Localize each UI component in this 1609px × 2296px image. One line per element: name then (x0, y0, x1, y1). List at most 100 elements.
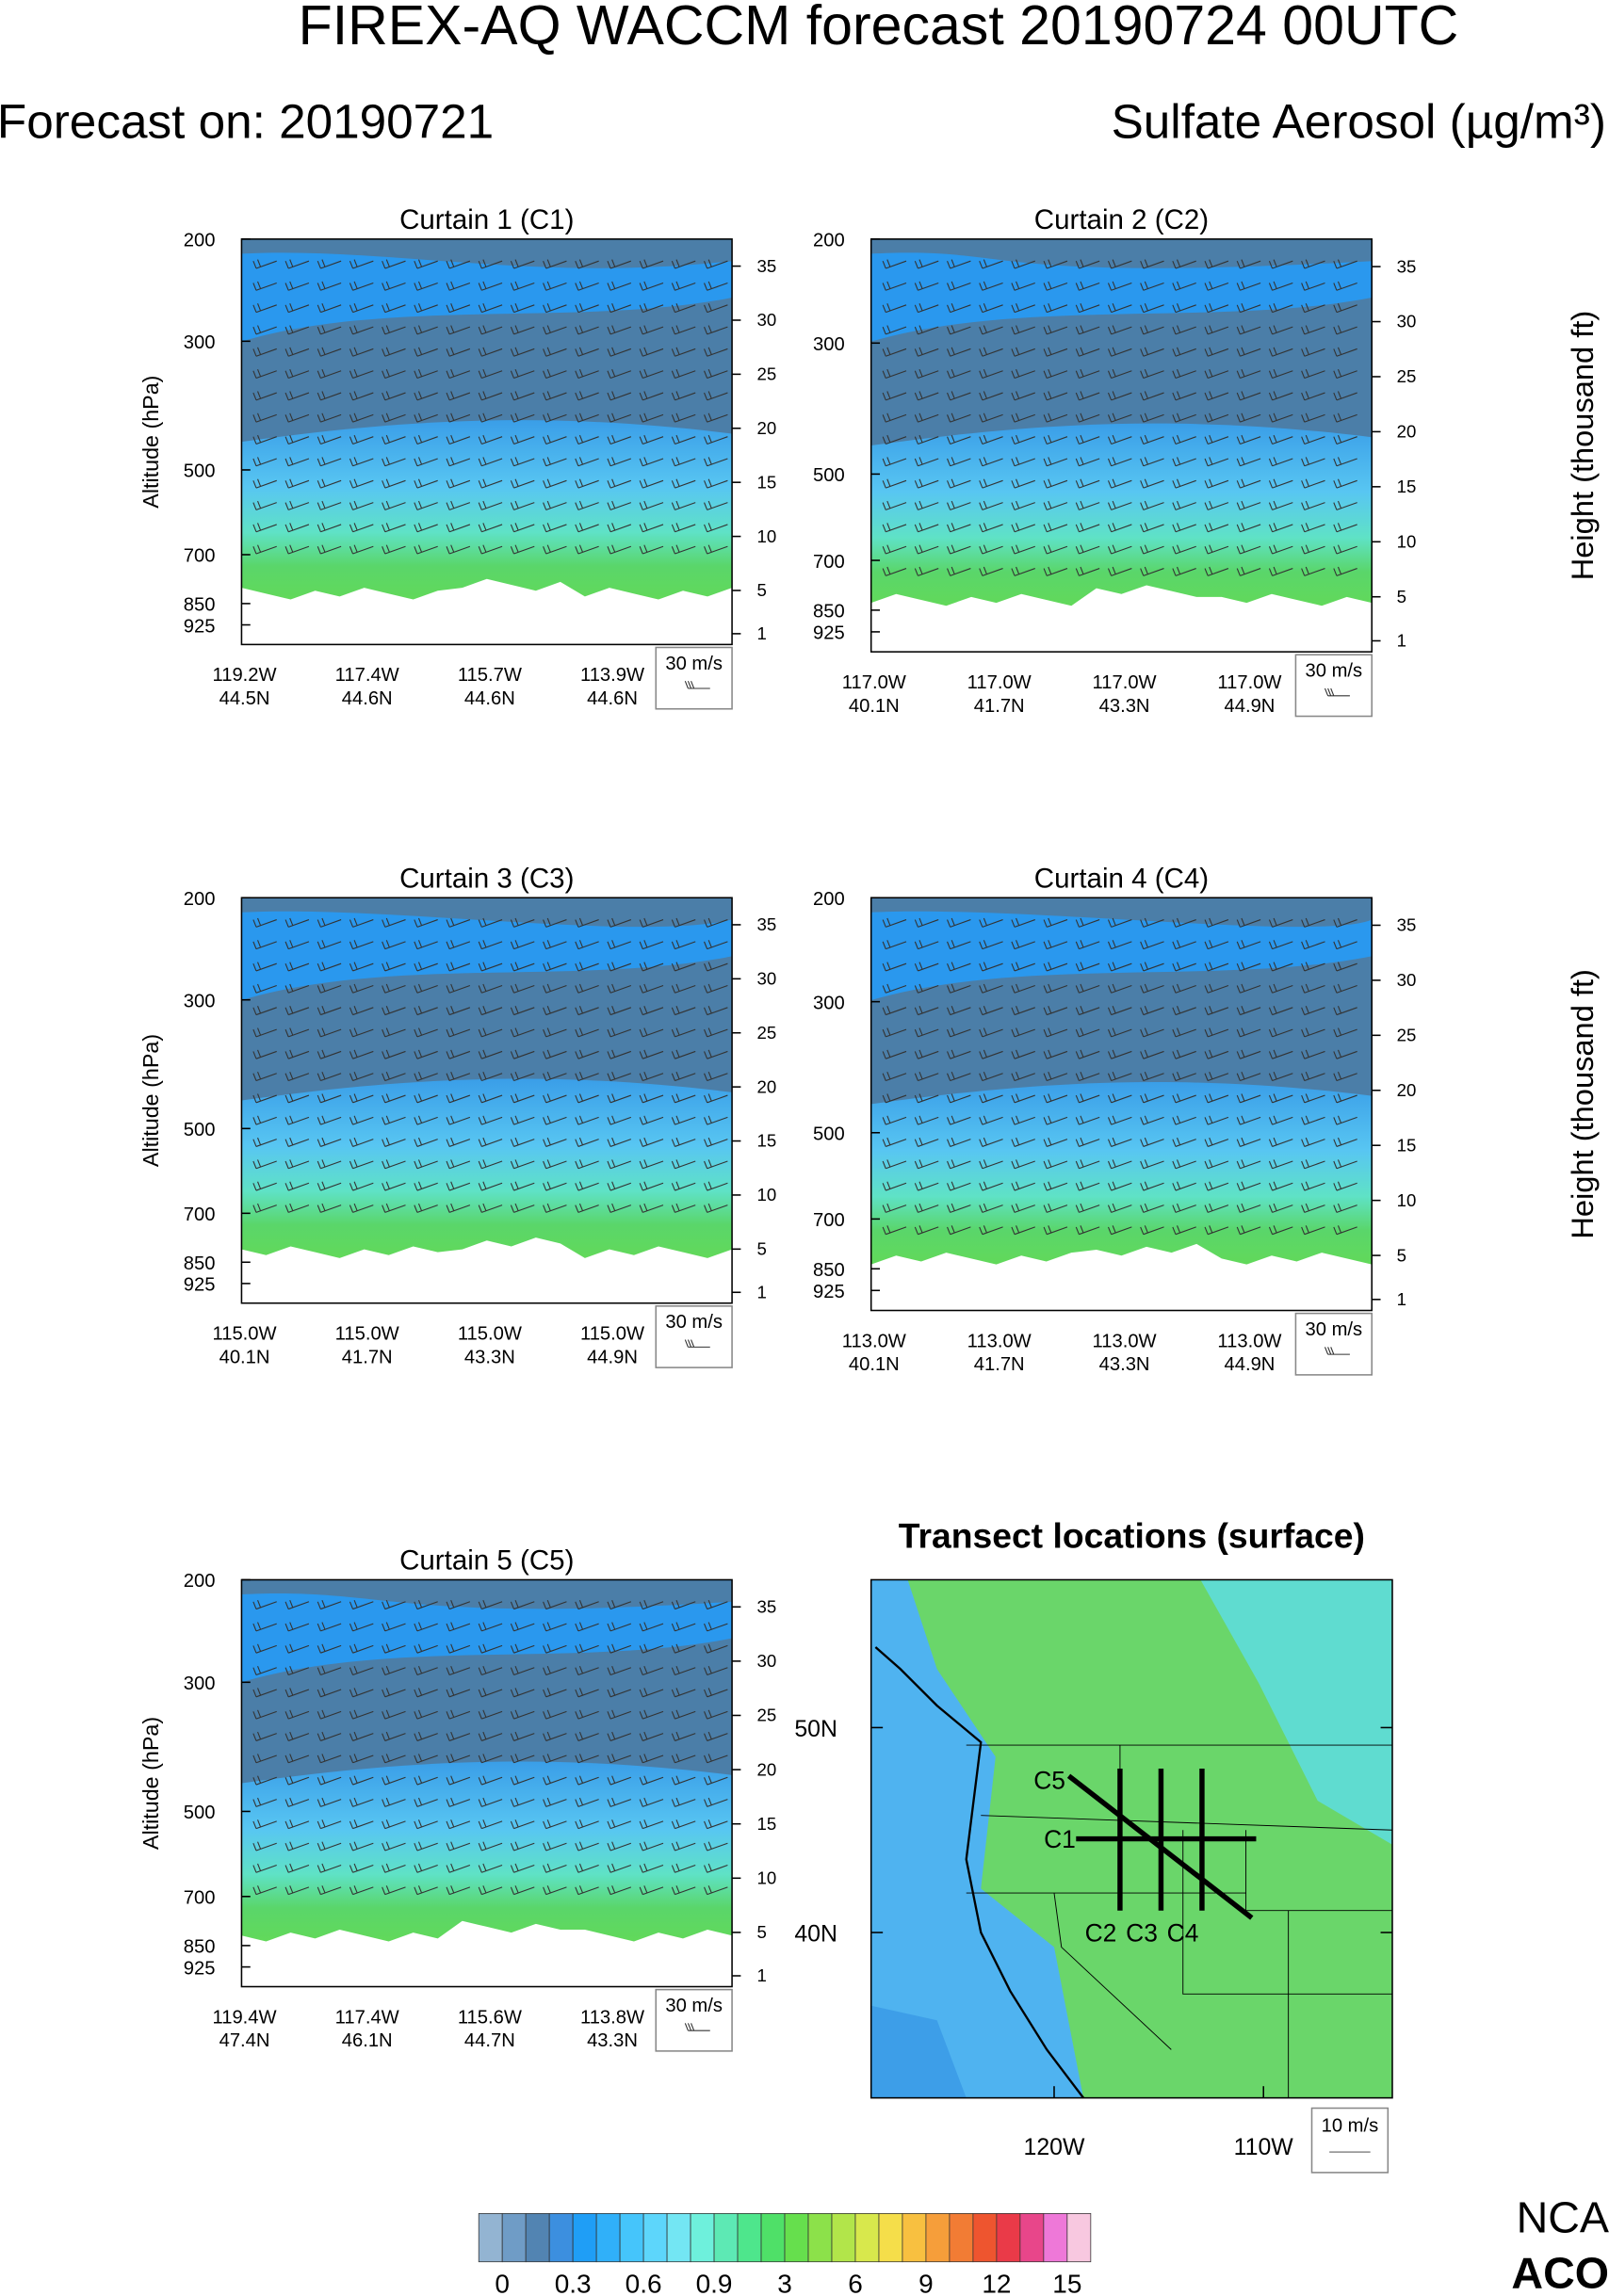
wind-barb (639, 1797, 664, 1807)
wind-barb (607, 325, 632, 335)
wind-barb (382, 1093, 406, 1104)
wind-barb (1204, 1071, 1229, 1082)
wind-barb (979, 1093, 1003, 1104)
wind-legend-box (1310, 2107, 1390, 2174)
wind-barb (349, 500, 374, 510)
wind-barb (1172, 962, 1196, 972)
wind-barb (382, 500, 406, 510)
wind-barb (639, 1643, 664, 1654)
wind-barb (284, 1709, 310, 1720)
wind-barb (510, 434, 535, 445)
wind-barb (317, 1643, 342, 1654)
wind-barb (947, 303, 971, 314)
wind-barb (1107, 347, 1132, 357)
wind-barb (317, 1885, 342, 1896)
wind-barb (882, 1049, 907, 1059)
wind-barb (446, 1049, 471, 1059)
wind-barb (543, 391, 567, 401)
wind-barb (947, 500, 971, 510)
wind-barb (1075, 391, 1100, 401)
wind-barb (382, 281, 406, 291)
wind-barb (1268, 917, 1293, 928)
wind-barb (543, 457, 567, 467)
wind-barb (947, 1049, 971, 1059)
wind-barb (478, 1775, 503, 1786)
y2-tick-label: 35 (1397, 915, 1417, 935)
wind-barb (1333, 1049, 1357, 1059)
wind-barb (446, 434, 471, 445)
wind-barb (979, 303, 1003, 314)
y-tick-label: 200 (813, 231, 845, 251)
wind-barb (478, 500, 503, 510)
wind-barb (1301, 983, 1325, 994)
wind-barb (1075, 1027, 1100, 1038)
y-tick-label: 700 (184, 1888, 216, 1909)
wind-barb (914, 566, 939, 576)
wind-barb (543, 325, 567, 335)
wind-barb (1333, 983, 1357, 994)
wind-barb (414, 1841, 438, 1851)
y-tick-label: 500 (184, 1120, 216, 1140)
wind-barb (317, 1622, 342, 1632)
wind-barb (1301, 325, 1325, 335)
wind-barb (1011, 566, 1035, 576)
wind-barb (1011, 1159, 1035, 1170)
wind-barb (704, 1027, 728, 1038)
wind-barb (446, 391, 471, 401)
wind-barb (446, 1137, 471, 1147)
x-tick-label: 44.6N (342, 688, 393, 709)
wind-barb (1268, 1093, 1293, 1104)
wind-barb (1075, 566, 1100, 576)
wind-barb (1301, 544, 1325, 555)
wind-barb (704, 1622, 728, 1632)
y2-tick-label: 30 (756, 969, 776, 989)
wind-barb (510, 1027, 535, 1038)
colorbar-label: 0.9 (696, 2269, 733, 2296)
wind-barb (1204, 544, 1229, 555)
wind-barb (510, 1181, 535, 1191)
wind-barb (639, 434, 664, 445)
wind-barb (979, 917, 1003, 928)
wind-barb (446, 478, 471, 489)
wind-barb (317, 1159, 342, 1170)
wind-barb (575, 1181, 599, 1191)
curtain-title: Curtain 2 (C2) (1034, 204, 1209, 235)
wind-legend: 30 m/s (1306, 1319, 1363, 1340)
wind-barb (414, 478, 438, 489)
wind-barb (639, 325, 664, 335)
wind-barb (575, 1819, 599, 1830)
wind-barb (1107, 983, 1132, 994)
wind-barb (704, 523, 728, 533)
wind-barb (914, 1027, 939, 1038)
wind-barb (607, 281, 632, 291)
wind-barb (575, 1841, 599, 1851)
wind-barb (284, 1093, 310, 1104)
wind-barb (639, 1688, 664, 1698)
wind-barb (671, 1600, 696, 1610)
wind-barb (1172, 1181, 1196, 1191)
wind-barb (947, 544, 971, 555)
wind-barb (1301, 1137, 1325, 1147)
wind-barb (1236, 500, 1261, 510)
wind-barb (1107, 325, 1132, 335)
wind-barb (317, 325, 342, 335)
wind-barb (671, 1181, 696, 1191)
wind-barb (671, 1709, 696, 1720)
y-tick-label: 700 (813, 1210, 845, 1231)
wind-barb (607, 1071, 632, 1082)
wind-barb (1268, 962, 1293, 972)
plot-frame (240, 897, 733, 1304)
wind-barb (478, 1600, 503, 1610)
y-tick-label: 500 (813, 465, 845, 486)
wind-barb (284, 1181, 310, 1191)
wind-barb (252, 368, 277, 380)
wind-barb (252, 478, 277, 489)
y2-tick-label: 1 (756, 623, 766, 643)
wind-barb (914, 523, 939, 533)
colorbar-cell (831, 2213, 856, 2263)
wind-barb (1333, 1071, 1357, 1082)
wind-barb (317, 259, 342, 269)
wind-barb (947, 983, 971, 994)
wind-barb (671, 303, 696, 314)
wind-barb (317, 1863, 342, 1873)
